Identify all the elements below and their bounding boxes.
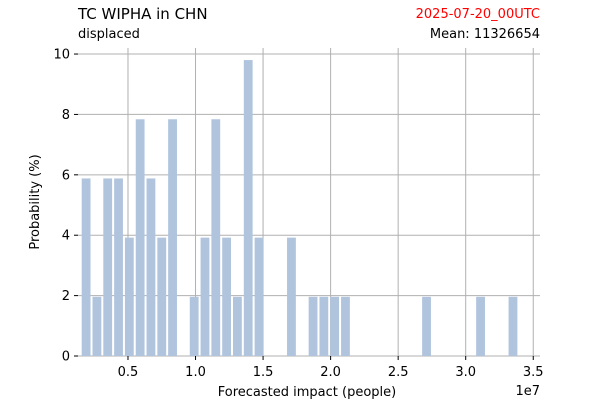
histogram-bar [233, 296, 242, 356]
histogram-bar [222, 237, 231, 356]
x-tick-label: 3.5 [523, 365, 544, 380]
histogram-bar [103, 178, 113, 356]
y-tick-label: 6 [62, 168, 70, 183]
x-tick-label: 2.5 [388, 365, 409, 380]
histogram-bar [341, 296, 350, 356]
mean-label: Mean: 11326654 [429, 27, 540, 42]
histogram-bar [330, 296, 340, 356]
histogram-bar [124, 237, 134, 356]
tick-labels: 0 2 4 6 8 10 0.5 1.0 1.5 2.0 2.5 3.0 3.5 [53, 48, 543, 380]
x-axis-offset-label: 1e7 [515, 384, 540, 399]
chart-title: TC WIPHA in CHN [78, 5, 208, 23]
y-axis-label: Probability (%) [28, 154, 43, 249]
histogram-bar [508, 296, 518, 356]
histogram-bar [422, 296, 431, 356]
histogram-bar [146, 178, 156, 356]
y-tick-label: 8 [62, 108, 70, 123]
histogram-bar [157, 237, 167, 356]
histogram-bar [308, 296, 318, 356]
x-tick-label: 2.0 [320, 365, 341, 380]
bars [81, 60, 518, 356]
histogram-bar [114, 178, 123, 356]
x-tick-label: 0.5 [118, 365, 139, 380]
chart-subtitle: displaced [78, 27, 140, 42]
x-tick-label: 1.5 [253, 365, 274, 380]
y-tick-label: 4 [62, 229, 70, 244]
histogram-bar [189, 296, 199, 356]
histogram-bar [254, 237, 264, 356]
histogram-bar [319, 296, 329, 356]
histogram-bar [92, 296, 102, 356]
histogram-bar [211, 119, 221, 356]
histogram-bar [287, 237, 296, 356]
histogram-bar [135, 119, 145, 356]
histogram-bar [168, 119, 177, 356]
forecast-timestamp: 2025-07-20_00UTC [415, 7, 540, 22]
x-tick-label: 3.0 [455, 365, 476, 380]
y-tick-label: 2 [62, 289, 70, 304]
histogram-bar [200, 237, 210, 356]
y-tick-label: 10 [53, 48, 70, 63]
y-tick-label: 0 [62, 350, 70, 365]
x-tick-label: 1.0 [185, 365, 206, 380]
histogram-bar [81, 178, 91, 356]
histogram-bar [476, 296, 485, 356]
histogram-bar [243, 60, 253, 356]
x-axis-label: Forecasted impact (people) [218, 385, 396, 400]
